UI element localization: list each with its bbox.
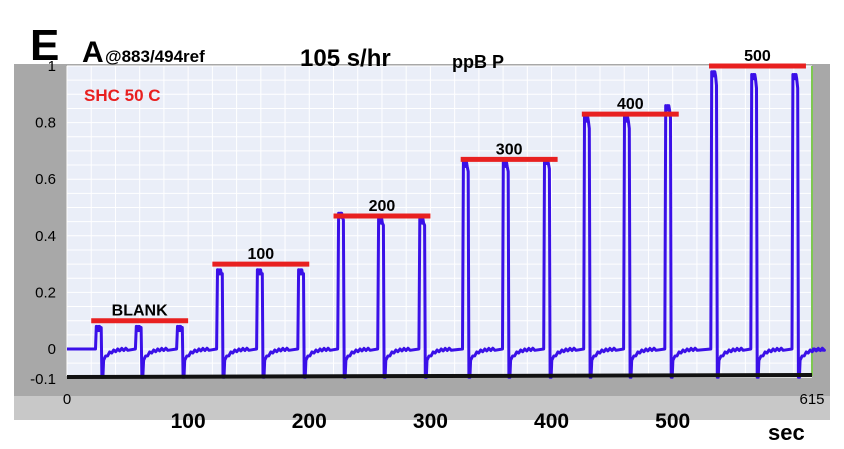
plot-area xyxy=(67,66,812,376)
level-label: 100 xyxy=(247,246,274,263)
panel-letter: E xyxy=(30,21,59,70)
x-tick-labels: 0 615 100 200 300 400 500 xyxy=(63,391,825,433)
quantity-label: A xyxy=(82,36,104,69)
level-label: 500 xyxy=(744,48,771,65)
y-tick-label: -0.1 xyxy=(30,371,56,388)
y-tick-label: 0.8 xyxy=(35,115,56,132)
y-tick-label: 0.6 xyxy=(35,171,56,188)
trace-line xyxy=(67,70,826,379)
level-labels: BLANK 100 200 300 400 500 xyxy=(112,48,771,320)
x-tick-label: 615 xyxy=(799,391,824,408)
x-tick-label: 400 xyxy=(534,410,569,433)
x-tick-label: 300 xyxy=(413,410,448,433)
rate-label: 105 s/hr xyxy=(300,45,391,72)
level-label: 300 xyxy=(496,141,523,158)
x-axis-label: sec xyxy=(768,420,805,445)
bottom-strip xyxy=(14,396,830,420)
level-label: 400 xyxy=(617,96,644,113)
y-tick-label: 1 xyxy=(48,58,56,75)
condition-label: SHC 50 C xyxy=(84,86,161,105)
x-tick-label: 500 xyxy=(655,410,690,433)
y-tick-label: 0.2 xyxy=(35,284,56,301)
x-tick-label: 200 xyxy=(292,410,327,433)
y-tick-label: 0 xyxy=(48,341,56,358)
y-tick-label: 0.4 xyxy=(35,228,56,245)
units-label: ppB P xyxy=(452,52,504,72)
signal-trace xyxy=(67,70,826,379)
level-label: BLANK xyxy=(112,303,168,320)
quantity-subscript: @883/494ref xyxy=(105,47,205,66)
level-label: 200 xyxy=(369,198,396,215)
x-tick-label: 100 xyxy=(171,410,206,433)
y-tick-labels: 0 0.2 0.4 0.6 0.8 1 -0.1 xyxy=(30,58,56,388)
gridlines xyxy=(66,65,813,378)
x-axis-line xyxy=(66,373,813,379)
level-bars xyxy=(91,63,806,324)
x-tick-label: 0 xyxy=(63,391,71,408)
